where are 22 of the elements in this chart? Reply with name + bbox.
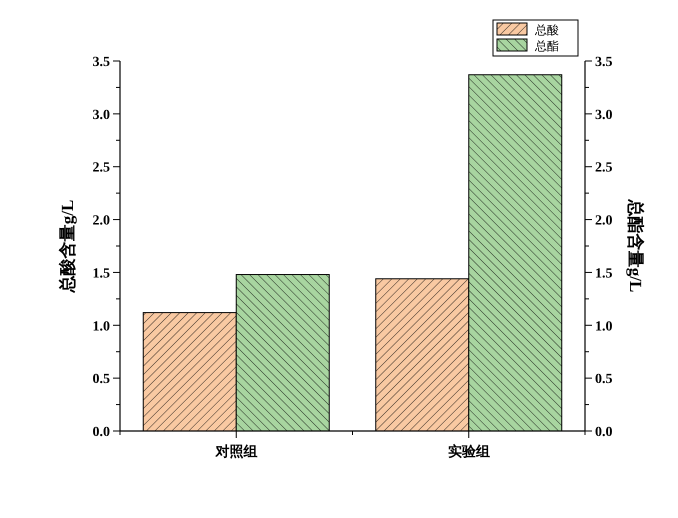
y-tick-label: 1.0 [92,319,110,334]
y2-tick-label: 1.5 [595,266,612,282]
legend-label: 总酯 [534,39,559,53]
y-tick-label: 3.0 [92,108,110,123]
y2-tick-label: 3.0 [595,108,612,123]
x-tick-label: 对照组 [214,444,258,460]
y2-tick-label: 3.5 [595,55,612,70]
y2-tick-label: 2.5 [595,160,612,176]
y-axis-title: 总酸含量g/L [58,200,77,294]
legend-label: 总酸 [534,23,559,37]
y-tick-label: 2.0 [92,214,110,229]
y2-tick-label: 0.0 [595,425,612,440]
y2-tick-label: 0.5 [595,372,612,388]
y-tick-label: 0.0 [92,425,110,440]
y-tick-label: 1.5 [92,266,110,282]
y2-tick-label: 1.0 [595,319,612,334]
y-tick-label: 0.5 [92,372,110,388]
x-tick-label: 实验组 [448,443,490,460]
y2-axis-title: 总酯含量g/L [626,198,645,292]
y-tick-label: 2.5 [92,160,110,176]
y2-tick-label: 2.0 [595,214,612,229]
y-tick-label: 3.5 [92,55,110,70]
